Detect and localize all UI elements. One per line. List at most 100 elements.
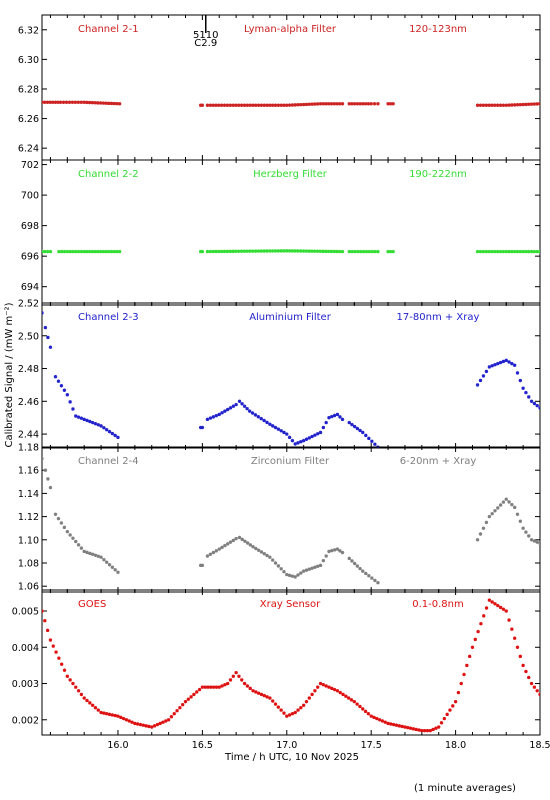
data-point [361, 102, 365, 106]
data-point [59, 249, 64, 254]
data-point [373, 578, 377, 583]
data-point [225, 407, 230, 412]
panel-channel-label: Channel 2-4 [78, 456, 139, 467]
data-point [192, 692, 196, 697]
data-point [512, 249, 517, 254]
x-tick-label: 16.0 [107, 740, 128, 751]
data-point [85, 100, 89, 105]
data-point [242, 404, 247, 408]
data-point [231, 103, 235, 107]
y-tick-label: 2.48 [18, 364, 39, 375]
data-point [51, 644, 55, 648]
flare-marker-id: 5110 [193, 30, 218, 41]
data-point [459, 681, 463, 686]
data-point [501, 249, 506, 254]
data-point [117, 249, 122, 254]
data-point [107, 101, 111, 106]
y-tick-label: 6.32 [18, 25, 39, 36]
data-point [282, 249, 286, 253]
data-point [99, 710, 103, 715]
data-point [484, 103, 488, 107]
data-point [205, 103, 210, 107]
data-point [113, 713, 117, 718]
panel-5: 0.002 0.003 0.004 0.005 GOES Xray Sensor 0.1-0… [12, 589, 541, 736]
data-point [240, 402, 244, 406]
x-tick-label: 18.0 [445, 740, 466, 751]
data-point [279, 103, 283, 107]
series-segment [475, 497, 540, 545]
panel-frame [41, 589, 541, 736]
data-point [347, 420, 351, 425]
data-point [527, 249, 531, 254]
data-point [318, 563, 323, 568]
data-point [373, 249, 377, 254]
data-point [487, 514, 492, 519]
data-point [445, 712, 449, 717]
data-point [538, 692, 540, 697]
y-tick-label: 0.005 [12, 607, 39, 618]
data-point [270, 249, 275, 253]
panel-frame [41, 302, 541, 449]
data-point [352, 561, 357, 566]
data-point [481, 526, 486, 530]
data-point [45, 249, 50, 254]
data-point [510, 361, 514, 366]
data-point [239, 249, 244, 253]
data-point [76, 689, 81, 693]
data-point [203, 685, 207, 689]
data-point [524, 249, 528, 254]
data-point [340, 550, 345, 555]
data-point [355, 102, 360, 106]
data-point [478, 249, 483, 254]
data-point [59, 521, 64, 525]
data-point [524, 669, 528, 674]
data-point [254, 546, 258, 551]
data-point [112, 101, 116, 106]
y-tick-label: 6.26 [18, 114, 39, 125]
data-point [256, 249, 261, 253]
data-point [529, 538, 534, 542]
data-point [338, 102, 342, 106]
data-point [380, 719, 385, 723]
data-point [318, 249, 322, 253]
data-point [370, 439, 374, 443]
data-point [276, 427, 281, 431]
data-point [475, 383, 480, 387]
data-point [205, 249, 210, 254]
data-point [518, 519, 523, 523]
data-point [217, 412, 221, 417]
data-point [417, 728, 421, 732]
data-point [507, 249, 511, 254]
data-point [124, 718, 129, 722]
data-point [74, 414, 78, 418]
data-point [223, 683, 227, 687]
data-point [279, 249, 283, 253]
data-point [535, 689, 539, 693]
data-point [102, 711, 106, 715]
data-point [352, 699, 357, 704]
data-point [287, 713, 292, 717]
data-point [481, 103, 485, 107]
data-point [338, 549, 342, 553]
data-point [389, 459, 392, 462]
series-segment [386, 457, 394, 464]
panel-band-label: 6-20nm + Xray [400, 456, 477, 467]
data-point [219, 103, 224, 107]
data-point [208, 552, 213, 556]
data-point [130, 720, 134, 724]
data-point [186, 697, 191, 701]
data-point [79, 692, 84, 697]
data-point [367, 436, 371, 441]
data-point [245, 103, 250, 107]
data-point [481, 374, 486, 378]
data-point [386, 102, 390, 106]
data-point [347, 102, 351, 106]
data-point [373, 442, 377, 446]
data-point [498, 605, 503, 610]
data-point [386, 457, 389, 460]
data-point [313, 565, 317, 569]
data-point [307, 567, 311, 571]
data-point [96, 101, 100, 105]
data-point [493, 602, 497, 606]
data-point [253, 413, 258, 417]
